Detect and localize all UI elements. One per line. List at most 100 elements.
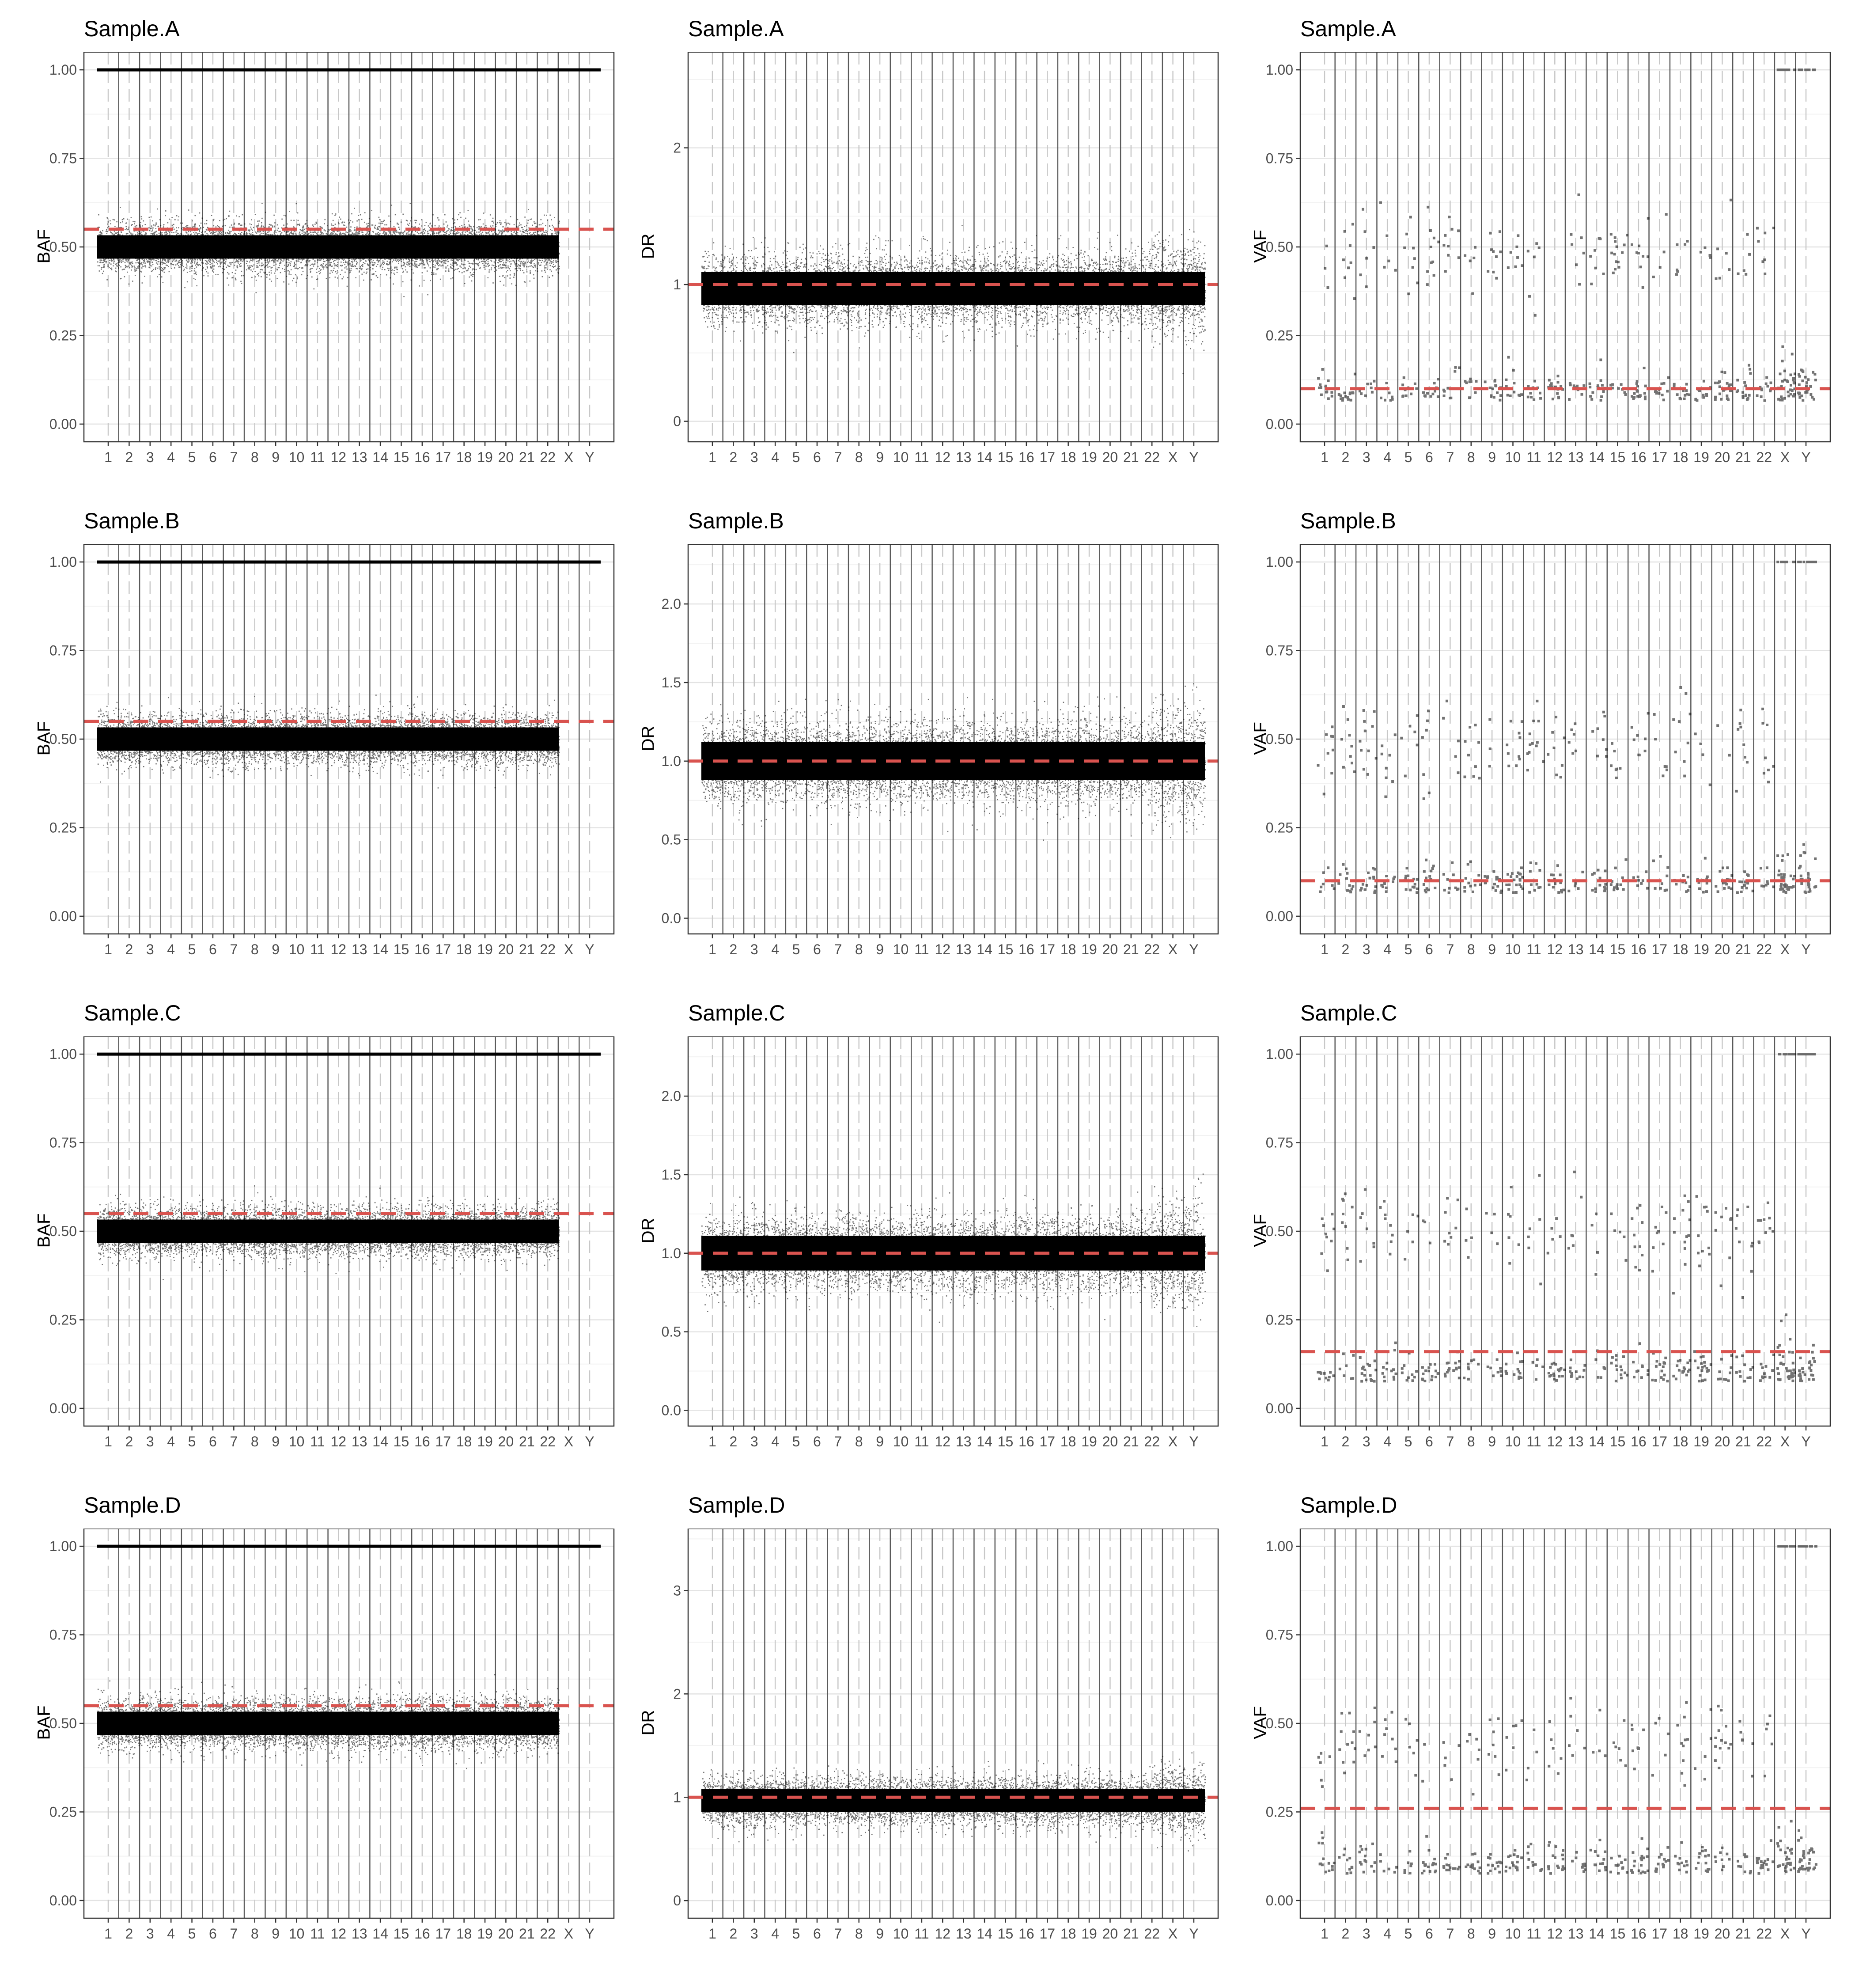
x-tick-label: 6	[1425, 1434, 1433, 1449]
x-tick-label: 13	[1568, 1434, 1584, 1449]
x-tick-label: 9	[1488, 1926, 1496, 1942]
x-tick-label: X	[1168, 449, 1177, 465]
x-tick-label: X	[1780, 449, 1790, 465]
x-tick-label: 13	[352, 449, 367, 465]
y-tick-label: 1.5	[662, 675, 681, 690]
y-tick-label: 0.75	[1266, 643, 1293, 659]
x-tick-label: 3	[750, 1926, 758, 1942]
x-tick-label: 5	[188, 449, 196, 465]
x-tick-label: 19	[1693, 449, 1709, 465]
x-tick-label: 20	[1715, 449, 1730, 465]
y-tick-label: 2.0	[662, 596, 681, 612]
x-tick-label: 18	[1060, 1434, 1076, 1449]
x-tick-label: 11	[914, 1926, 929, 1942]
x-tick-label: 4	[167, 449, 175, 465]
x-tick-label: 1	[708, 1434, 716, 1449]
x-tick-label: 15	[998, 449, 1014, 465]
x-tick-label: 9	[1488, 449, 1496, 465]
x-tick-label: 10	[893, 449, 909, 465]
x-tick-label: 22	[540, 1434, 556, 1449]
x-tick-label: 20	[498, 449, 514, 465]
x-tick-label: 10	[289, 449, 305, 465]
x-tick-label: 13	[352, 1434, 367, 1449]
x-tick-label: 5	[792, 449, 800, 465]
x-tick-label: 15	[1610, 449, 1626, 465]
x-tick-label: 16	[414, 449, 430, 465]
y-tick-label: 1.00	[49, 1538, 77, 1554]
x-tick-label: 20	[1715, 941, 1730, 957]
x-tick-label: 11	[1526, 1926, 1541, 1942]
x-tick-label: 8	[855, 449, 863, 465]
x-tick-label: 19	[477, 449, 493, 465]
x-tick-label: 21	[1735, 449, 1751, 465]
x-tick-label: 2	[1341, 1434, 1349, 1449]
y-tick-label: 1.00	[1266, 62, 1293, 78]
x-tick-label: 22	[1756, 941, 1772, 957]
panel-title: Sample.D	[84, 1493, 181, 1518]
x-tick-label: 17	[435, 449, 451, 465]
x-tick-label: 1	[104, 1926, 112, 1942]
x-tick-label: 6	[209, 1434, 217, 1449]
x-tick-label: Y	[1189, 1434, 1198, 1449]
x-tick-label: 3	[146, 1926, 154, 1942]
x-tick-label: 1	[1321, 449, 1329, 465]
x-tick-label: 9	[272, 1434, 280, 1449]
x-tick-label: X	[1780, 1434, 1790, 1449]
chart-plot-11: 0.000.250.500.751.001 2 3 4 5 6 7 8 9 10 11 12 13 14 1…	[1266, 1529, 1831, 1942]
x-tick-label: 4	[1383, 449, 1391, 465]
y-tick-label: 1.5	[662, 1167, 681, 1183]
x-tick-label: 8	[855, 941, 863, 957]
y-tick-label: 0	[673, 1893, 681, 1908]
x-tick-label: 15	[998, 1434, 1014, 1449]
x-tick-label: 17	[1039, 941, 1055, 957]
y-tick-label: 0.75	[49, 151, 77, 167]
x-tick-label: 7	[1446, 449, 1454, 465]
x-tick-label: 17	[1039, 449, 1055, 465]
x-tick-label: 18	[1673, 449, 1688, 465]
x-tick-label: 2	[125, 1926, 133, 1942]
x-tick-label: Y	[1801, 1926, 1810, 1942]
x-tick-label: 12	[935, 941, 951, 957]
y-tick-label: 0.00	[1266, 908, 1293, 924]
chart-plot-9: 0.000.250.500.751.001 2 3 4 5 6 7 8 9 10 11 12 13 14 1…	[49, 1529, 615, 1942]
x-tick-label: 9	[272, 1926, 280, 1942]
x-tick-label: 12	[1547, 449, 1563, 465]
x-tick-label: 15	[394, 449, 409, 465]
panel-title: Sample.C	[1300, 1001, 1397, 1025]
x-tick-label: 5	[1404, 941, 1412, 957]
y-tick-label: 0.5	[662, 832, 681, 848]
x-tick-label: 9	[272, 941, 280, 957]
y-tick-label: 0.50	[49, 1715, 77, 1731]
y-tick-label: 3	[673, 1582, 681, 1598]
x-tick-label: 3	[146, 1434, 154, 1449]
x-tick-label: 10	[289, 941, 305, 957]
panel-title: Sample.C	[84, 1001, 181, 1025]
x-tick-label: 11	[1526, 941, 1541, 957]
panel-title: Sample.B	[84, 508, 180, 533]
x-tick-label: 12	[331, 449, 347, 465]
x-tick-label: Y	[1189, 941, 1198, 957]
data-points	[97, 1674, 560, 1769]
x-tick-label: 2	[729, 1434, 737, 1449]
x-tick-label: 6	[1425, 1926, 1433, 1942]
chart-plot-5: 0.000.250.500.751.001 2 3 4 5 6 7 8 9 10 11 12 13 14 1…	[1266, 544, 1831, 957]
y-tick-label: 0.0	[662, 910, 681, 926]
x-tick-label: 20	[1102, 449, 1118, 465]
x-tick-label: Y	[585, 941, 594, 957]
x-tick-label: 12	[1547, 941, 1563, 957]
x-tick-label: 19	[1081, 449, 1097, 465]
x-tick-label: 4	[771, 1926, 779, 1942]
x-tick-label: 8	[1467, 1926, 1475, 1942]
y-tick-label: 2	[673, 140, 681, 156]
x-tick-label: 13	[352, 941, 367, 957]
x-tick-label: 15	[394, 941, 409, 957]
x-tick-label: 3	[1363, 449, 1370, 465]
y-tick-label: 0.75	[1266, 1135, 1293, 1151]
x-tick-label: 10	[893, 1926, 909, 1942]
x-tick-label: 12	[935, 1434, 951, 1449]
x-tick-label: 14	[372, 941, 388, 957]
chart-plot-6: 0.000.250.500.751.001 2 3 4 5 6 7 8 9 10 11 12 13 14 1…	[49, 1036, 615, 1449]
x-tick-label: 7	[230, 941, 238, 957]
x-tick-label: 7	[834, 1434, 842, 1449]
